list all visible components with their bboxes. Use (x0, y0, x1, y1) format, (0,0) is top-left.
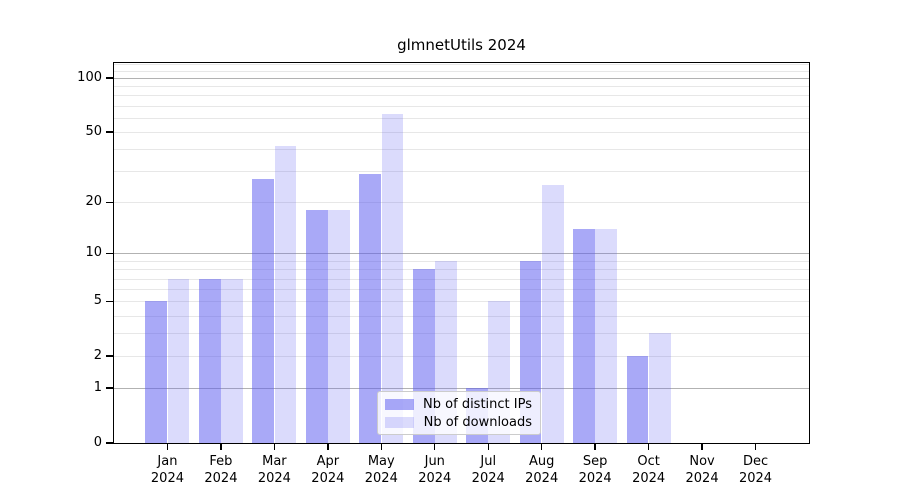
bar-ips-feb (198, 278, 221, 443)
gridline-minor-60 (114, 117, 809, 119)
y-tick-label-1: 1 (93, 380, 102, 396)
gridline-minor-110 (114, 70, 809, 72)
bar-ips-apr (305, 210, 328, 443)
x-tick-feb (220, 443, 222, 450)
gridline-minor-3 (114, 333, 809, 335)
y-tick-1 (106, 387, 113, 389)
gridline-major-100 (114, 78, 809, 79)
x-tick-label-sep: Sep 2024 (578, 454, 612, 486)
x-tick-label-jan: Jan 2024 (150, 454, 184, 486)
gridline-minor-20 (114, 202, 809, 204)
bar-ips-sep (573, 228, 595, 443)
gridline-minor-120 (114, 63, 809, 65)
x-tick-label-oct: Oct 2024 (632, 454, 666, 486)
legend-swatch-distinct-ips (385, 398, 414, 410)
bar-downloads-mar (274, 145, 297, 443)
legend-item-downloads: Nb of downloads (385, 415, 532, 430)
bar-ips-oct (626, 356, 649, 443)
x-tick-dec (754, 443, 757, 450)
gridline-minor-4 (114, 315, 809, 317)
bar-downloads-aug (541, 185, 564, 443)
gridline-minor-50 (114, 132, 809, 134)
y-tick-label-10: 10 (85, 245, 102, 261)
gridline-minor-6 (114, 289, 809, 291)
gridline-minor-8 (114, 269, 809, 271)
legend-label-downloads: Nb of downloads (423, 414, 532, 430)
bar-downloads-feb (221, 278, 243, 443)
x-tick-label-aug: Aug 2024 (525, 454, 559, 486)
bar-downloads-sep (595, 228, 618, 443)
legend-item-distinct-ips: Nb of distinct IPs (385, 397, 532, 412)
bar-downloads-oct (648, 333, 671, 443)
y-tick-10 (106, 252, 113, 255)
legend-swatch-downloads (385, 416, 414, 428)
x-tick-sep (594, 443, 596, 450)
x-tick-label-jul: Jul 2024 (471, 454, 505, 486)
x-tick-nov (701, 443, 703, 450)
y-tick-label-0: 0 (93, 435, 102, 450)
x-tick-jun (434, 443, 436, 450)
x-tick-aug (540, 443, 543, 450)
y-tick-20 (106, 201, 113, 203)
x-tick-jan (166, 443, 169, 450)
x-tick-label-dec: Dec 2024 (738, 454, 773, 486)
x-tick-label-nov: Nov 2024 (685, 454, 719, 486)
x-tick-apr (327, 443, 329, 450)
gridline-minor-40 (114, 149, 809, 151)
gridline-minor-30 (114, 171, 809, 173)
bar-downloads-jan (167, 278, 190, 443)
gridline-minor-7 (114, 278, 809, 280)
bar-downloads-apr (328, 210, 350, 443)
x-tick-oct (647, 443, 650, 450)
x-tick-label-feb: Feb 2024 (204, 454, 238, 486)
gridline-major-1 (114, 388, 809, 390)
gridline-minor-9 (114, 260, 809, 262)
x-tick-label-mar: Mar 2024 (257, 454, 291, 486)
x-tick-jul (487, 443, 489, 450)
y-tick-label-100: 100 (77, 70, 102, 85)
y-tick-label-5: 5 (93, 293, 102, 309)
y-tick-5 (106, 300, 113, 302)
plot-area (113, 62, 810, 444)
x-tick-label-apr: Apr 2024 (311, 454, 345, 486)
bar-ips-may (359, 174, 382, 443)
legend: Nb of distinct IPs Nb of downloads (377, 391, 541, 435)
y-tick-50 (106, 131, 113, 133)
x-tick-mar (273, 443, 276, 450)
gridline-minor-70 (114, 105, 809, 107)
y-tick-label-2: 2 (93, 348, 102, 364)
y-tick-label-20: 20 (85, 194, 102, 210)
chart-title: glmnetUtils 2024 (397, 36, 526, 54)
gridline-minor-5 (114, 301, 809, 303)
bar-downloads-may (381, 114, 404, 443)
legend-label-distinct-ips: Nb of distinct IPs (423, 396, 532, 412)
gridline-minor-90 (114, 86, 809, 88)
bar-ips-jan (145, 301, 168, 443)
y-tick-100 (106, 77, 113, 79)
bar-ips-mar (252, 179, 275, 443)
y-tick-2 (106, 355, 113, 357)
y-tick-label-50: 50 (85, 124, 102, 140)
x-tick-may (380, 443, 382, 450)
x-tick-label-jun: Jun 2024 (418, 454, 452, 486)
x-tick-label-may: May 2024 (364, 454, 398, 486)
gridline-major-10 (114, 253, 809, 255)
gridline-minor-80 (114, 95, 809, 97)
y-tick-0 (106, 442, 113, 444)
gridline-minor-2 (114, 356, 809, 358)
